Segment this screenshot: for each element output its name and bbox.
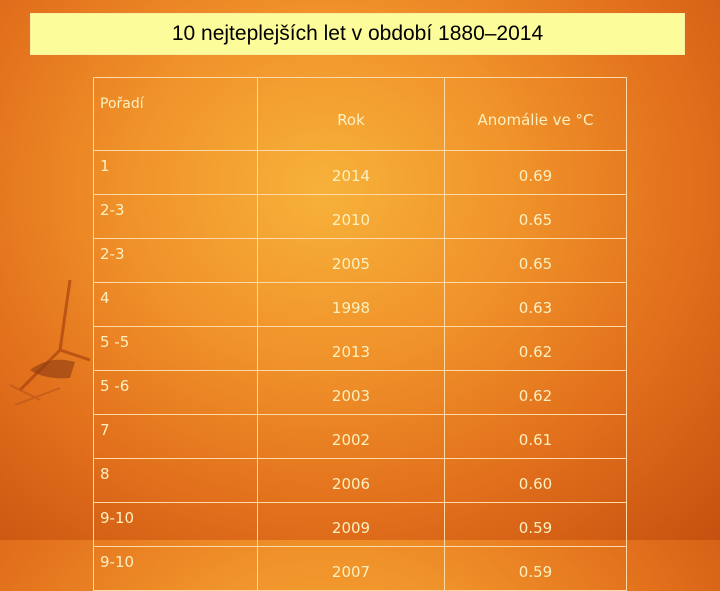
table-header-row: Pořadí Rok Anomálie ve °C <box>93 77 627 151</box>
year-cell: 2006 <box>257 458 445 503</box>
table-row: 9-10 2007 0.59 <box>93 546 627 591</box>
table-row: 5 -5 2013 0.62 <box>93 326 627 371</box>
rank-cell: 2-3 <box>93 238 258 283</box>
year-cell: 2013 <box>257 326 445 371</box>
rank-cell: 1 <box>93 150 258 195</box>
rank-cell: 8 <box>93 458 258 503</box>
table-row: 2-3 2005 0.65 <box>93 238 627 283</box>
year-cell: 2003 <box>257 370 445 415</box>
anomaly-cell: 0.60 <box>444 458 627 503</box>
year-cell: 1998 <box>257 282 445 327</box>
rank-cell: 7 <box>93 414 258 459</box>
table-row: 2-3 2010 0.65 <box>93 194 627 239</box>
rank-cell: 5 -6 <box>93 370 258 415</box>
year-cell: 2010 <box>257 194 445 239</box>
table-row: 5 -6 2003 0.62 <box>93 370 627 415</box>
rank-cell: 5 -5 <box>93 326 258 371</box>
header-rank: Pořadí <box>93 77 258 151</box>
slide-title-box: 10 nejteplejších let v období 1880–2014 <box>30 13 685 55</box>
year-cell: 2007 <box>257 546 445 591</box>
year-cell: 2002 <box>257 414 445 459</box>
anomaly-cell: 0.65 <box>444 238 627 283</box>
warmest-years-table: Pořadí Rok Anomálie ve °C 1 2014 0.69 2-… <box>93 77 627 591</box>
anomaly-cell: 0.63 <box>444 282 627 327</box>
decorative-sketch <box>9 279 91 406</box>
anomaly-cell: 0.65 <box>444 194 627 239</box>
anomaly-cell: 0.61 <box>444 414 627 459</box>
rank-cell: 4 <box>93 282 258 327</box>
anomaly-cell: 0.59 <box>444 546 627 591</box>
rank-cell: 2-3 <box>93 194 258 239</box>
table-row: 1 2014 0.69 <box>93 150 627 195</box>
table-row: 7 2002 0.61 <box>93 414 627 459</box>
table-row: 4 1998 0.63 <box>93 282 627 327</box>
anomaly-cell: 0.62 <box>444 370 627 415</box>
anomaly-cell: 0.69 <box>444 150 627 195</box>
year-cell: 2014 <box>257 150 445 195</box>
anomaly-cell: 0.62 <box>444 326 627 371</box>
year-cell: 2005 <box>257 238 445 283</box>
header-year: Rok <box>257 77 445 151</box>
slide-title: 10 nejteplejších let v období 1880–2014 <box>171 22 544 45</box>
table-row: 8 2006 0.60 <box>93 458 627 503</box>
header-anomaly: Anomálie ve °C <box>444 77 627 151</box>
rank-cell: 9-10 <box>93 546 258 591</box>
